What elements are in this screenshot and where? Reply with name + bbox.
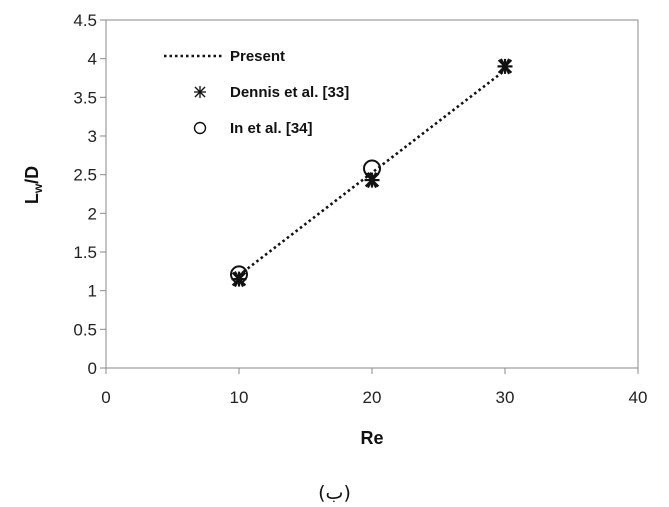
x-tick-label: 40	[629, 388, 648, 407]
y-tick-label: 3	[88, 127, 97, 146]
series-present-line	[238, 69, 506, 277]
x-axis-label: Re	[360, 428, 383, 448]
data-point-dennis	[497, 58, 513, 75]
data-point-dennis	[231, 271, 247, 288]
y-tick-label: 3.5	[73, 88, 97, 107]
legend-label: In et al. [34]	[230, 120, 313, 137]
y-tick-label: 0	[88, 359, 97, 378]
y-axis-label: Lw/D	[22, 166, 45, 204]
y-tick-label: 4.5	[73, 11, 97, 30]
y-tick-label: 1	[88, 282, 97, 301]
plot-area: 0 0.5 1 1.5 2 2.5 3 3.5 4 4.5 0 10 20 30 40	[73, 11, 647, 407]
y-axis-label-rest: /D	[22, 166, 42, 184]
legend: Present Dennis et al. [33] In et al. [34]	[164, 48, 349, 137]
y-tick-label: 2.5	[73, 166, 97, 185]
y-tick-label: 4	[88, 50, 97, 69]
chart: 0 0.5 1 1.5 2 2.5 3 3.5 4 4.5 0 10 20 30 40 Lw/D Re Pr…	[22, 11, 647, 448]
y-tick-label: 1.5	[73, 243, 97, 262]
data-point-in	[230, 265, 248, 284]
x-tick-label: 0	[101, 388, 110, 407]
legend-swatch-circle	[193, 121, 207, 135]
y-tick-label: 2	[88, 204, 97, 223]
data-point-in	[363, 159, 381, 178]
y-axis-label-subscript: w	[31, 183, 45, 194]
plot-frame	[105, 19, 639, 369]
y-tick-label: 0.5	[73, 320, 97, 339]
figure-caption: (ب)	[318, 482, 351, 504]
legend-label: Dennis et al. [33]	[230, 84, 349, 101]
x-tick-label: 30	[496, 388, 515, 407]
y-axis-label-main: L	[22, 193, 42, 204]
x-tick-label: 20	[363, 388, 382, 407]
legend-label: Present	[230, 48, 285, 65]
x-tick-label: 10	[230, 388, 249, 407]
